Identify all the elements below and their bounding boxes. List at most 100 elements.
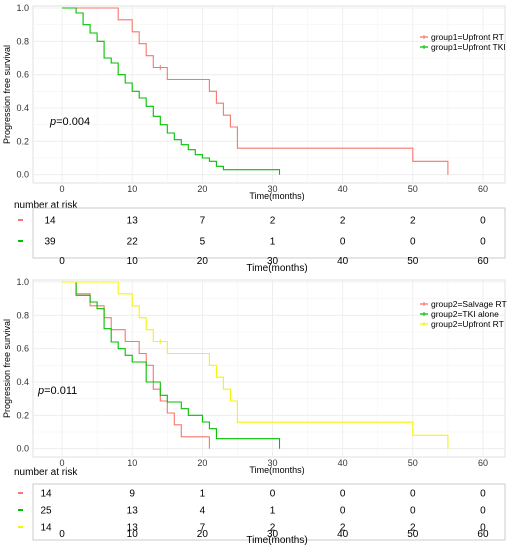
p-value-annotation: p=0.004 [49, 116, 90, 128]
x-tick-label: 10 [127, 458, 137, 468]
y-tick-label: 0.6 [16, 344, 29, 354]
km-panel-2: 0.00.20.40.60.81.00 10 20 30 40 50 60Time(mont… [2, 277, 507, 546]
risk-count: 14 [40, 489, 52, 500]
risk-count: 0 [480, 216, 486, 227]
x-axis-label: Time(months) [249, 465, 304, 475]
risk-table-title: number at risk [14, 467, 78, 478]
risk-x-tick-label: 60 [477, 529, 489, 540]
km-panel-1: 0.00.20.40.60.81.00 10 20 30 40 50 60Time(mont… [2, 3, 506, 274]
risk-x-tick-label: 20 [197, 256, 209, 267]
legend-label: group1=Upfront RT [431, 32, 504, 42]
x-tick-label: 50 [408, 184, 418, 194]
x-tick-label: 40 [338, 458, 348, 468]
risk-x-tick-label: 0 [59, 529, 65, 540]
risk-count: 2 [410, 523, 416, 534]
risk-count: 0 [480, 489, 486, 500]
x-tick-label: 30 [267, 458, 277, 468]
risk-x-axis-label: Time(months) [246, 263, 307, 274]
risk-x-tick-label: 50 [407, 529, 419, 540]
risk-x-tick-label: 60 [477, 256, 489, 267]
legend-label: group2=TKI alone [431, 309, 499, 319]
risk-count: 13 [127, 523, 139, 534]
risk-count: 0 [340, 489, 346, 500]
plot-panel [32, 279, 506, 458]
y-tick-label: 0.2 [16, 136, 29, 146]
x-tick-label: 30 [267, 184, 277, 194]
legend-label: group2=Salvage RT [431, 299, 507, 309]
risk-count: 1 [200, 489, 206, 500]
risk-count: 0 [410, 237, 416, 248]
survival-curve-3 [62, 281, 449, 449]
risk-count: 9 [129, 489, 135, 500]
x-tick-label: 0 [60, 458, 65, 468]
survival-curve-1 [62, 281, 210, 449]
risk-table-title: number at risk [14, 200, 78, 211]
y-axis-label: Progression free survival [2, 45, 12, 144]
risk-count: 2 [270, 216, 276, 227]
x-tick-label: 50 [408, 458, 418, 468]
risk-x-tick-label: 20 [197, 529, 209, 540]
risk-count: 25 [40, 506, 52, 517]
risk-count: 0 [480, 523, 486, 534]
y-tick-label: 1.0 [16, 277, 29, 287]
risk-count: 2 [270, 523, 276, 534]
risk-count: 0 [340, 506, 346, 517]
risk-count: 0 [410, 489, 416, 500]
risk-count: 0 [410, 506, 416, 517]
y-tick-label: 0.0 [16, 444, 29, 454]
risk-count: 2 [340, 216, 346, 227]
risk-count: 13 [127, 216, 139, 227]
risk-count: 0 [480, 237, 486, 248]
y-tick-label: 0.8 [16, 36, 29, 46]
risk-x-tick-label: 40 [337, 256, 349, 267]
risk-count: 7 [200, 216, 206, 227]
survival-curve-2 [62, 7, 281, 175]
risk-x-tick-label: 30 [267, 529, 279, 540]
y-axis-label: Progression free survival [2, 319, 12, 418]
risk-x-tick-label: 10 [127, 529, 139, 540]
risk-count: 13 [127, 506, 139, 517]
survival-curve-1 [62, 7, 449, 175]
legend-label: group1=Upfront TKI [431, 42, 506, 52]
y-tick-label: 0.8 [16, 310, 29, 320]
y-tick-label: 0.4 [16, 103, 29, 113]
x-tick-label: 20 [197, 184, 207, 194]
x-tick-label: 60 [478, 184, 488, 194]
risk-count: 1 [270, 237, 276, 248]
y-tick-label: 0.0 [16, 170, 29, 180]
risk-count: 0 [480, 506, 486, 517]
risk-count: 0 [270, 489, 276, 500]
risk-count: 1 [270, 506, 276, 517]
survival-curve-2 [62, 281, 281, 449]
x-tick-label: 40 [338, 184, 348, 194]
risk-x-tick-label: 0 [59, 256, 65, 267]
risk-count: 4 [200, 506, 206, 517]
x-axis-label: Time(months) [249, 191, 304, 201]
risk-count: 14 [44, 216, 56, 227]
risk-x-tick-label: 10 [127, 256, 139, 267]
y-tick-label: 0.2 [16, 410, 29, 420]
legend-label: group2=Upfront RT [431, 319, 504, 329]
risk-x-tick-label: 40 [337, 529, 349, 540]
risk-count: 0 [340, 237, 346, 248]
x-tick-label: 0 [60, 184, 65, 194]
risk-table-frame [32, 207, 506, 259]
risk-count: 2 [340, 523, 346, 534]
risk-x-axis-label: Time(months) [246, 535, 307, 546]
x-tick-label: 10 [127, 184, 137, 194]
risk-count: 39 [44, 237, 56, 248]
y-tick-label: 0.6 [16, 70, 29, 80]
risk-x-tick-label: 50 [407, 256, 419, 267]
x-tick-label: 60 [478, 458, 488, 468]
risk-count: 14 [40, 523, 52, 534]
plot-panel [32, 5, 506, 184]
risk-count: 22 [127, 237, 139, 248]
x-tick-label: 20 [197, 458, 207, 468]
risk-table-frame [32, 483, 506, 541]
y-tick-label: 0.4 [16, 377, 29, 387]
